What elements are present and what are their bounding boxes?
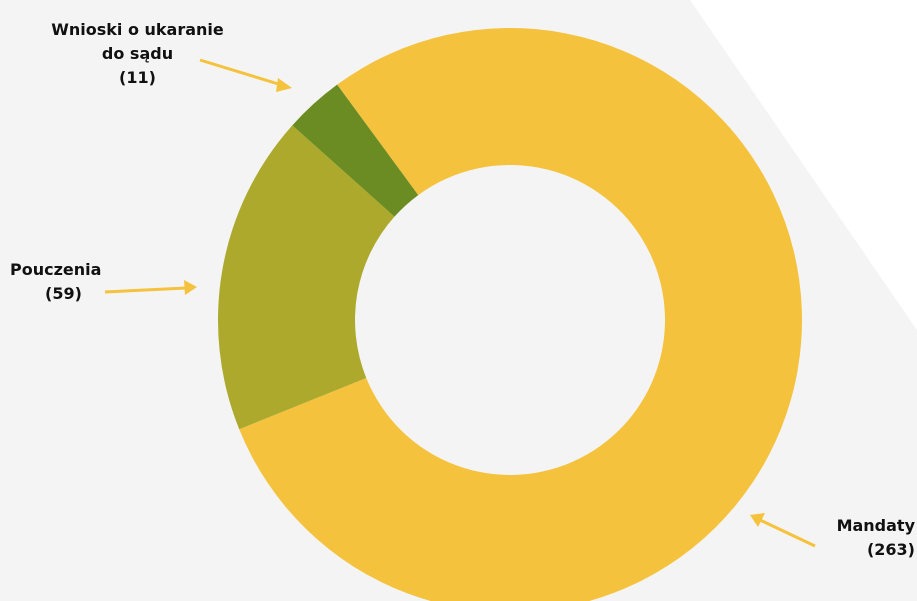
background-shape — [690, 0, 917, 330]
value-label: (11) — [119, 68, 156, 87]
arrow — [199, 58, 286, 88]
arrow-head — [184, 280, 197, 295]
category-label: Wnioski o ukaranie do sądu — [51, 20, 224, 63]
arrow — [759, 518, 816, 548]
slice-label: Wnioski o ukaranie do sądu (11) — [20, 18, 255, 90]
slice-label: Pouczenia (59) — [5, 258, 140, 306]
donut — [218, 27, 802, 601]
donut-slice — [292, 84, 419, 217]
slice-label: Mandaty (263) — [810, 514, 915, 562]
category-label: Pouczenia — [10, 260, 102, 279]
arrow-head — [750, 513, 765, 527]
value-label: (59) — [45, 284, 82, 303]
category-label: Mandaty — [836, 516, 915, 535]
donut-slice — [239, 27, 802, 601]
arrow-head — [276, 78, 292, 92]
donut-slice — [218, 125, 395, 430]
arrows — [104, 58, 816, 548]
value-label: (263) — [866, 540, 915, 559]
arrow — [104, 286, 187, 294]
